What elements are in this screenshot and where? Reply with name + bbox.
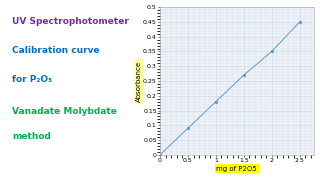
X-axis label: mg of P2O5: mg of P2O5 [217,166,257,172]
Text: for P₂O₅: for P₂O₅ [12,75,52,84]
Text: Vanadate Molybdate: Vanadate Molybdate [12,107,117,116]
Text: UV Spectrophotometer: UV Spectrophotometer [12,17,129,26]
Text: method: method [12,132,51,141]
Text: Calibration curve: Calibration curve [12,46,100,55]
Y-axis label: Absorbance: Absorbance [136,60,142,102]
